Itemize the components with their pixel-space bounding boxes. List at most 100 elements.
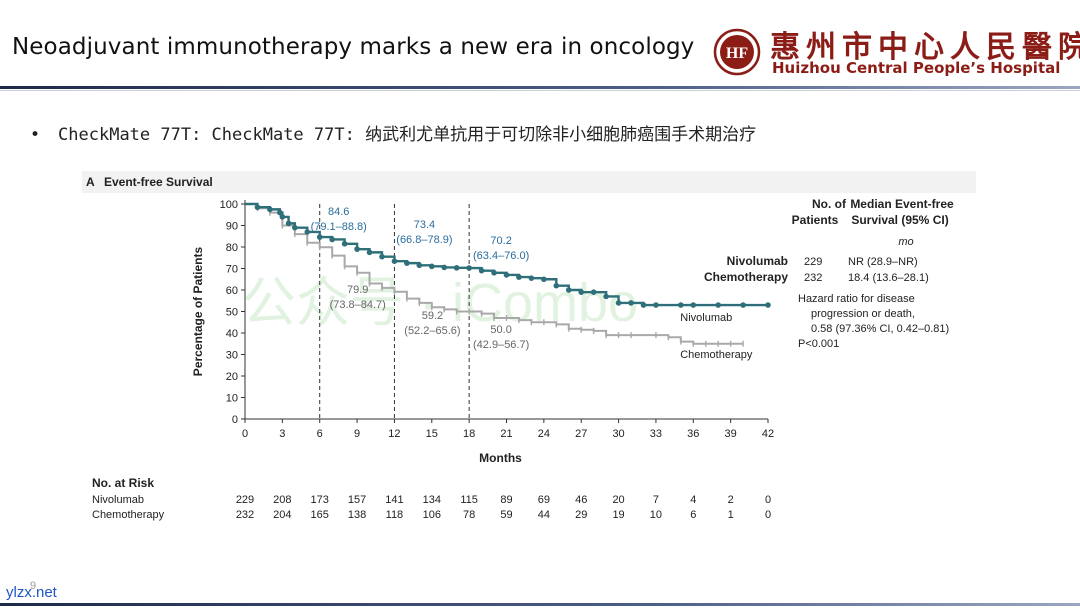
censor-mark — [516, 274, 522, 280]
at-risk-value: 232 — [236, 509, 254, 521]
table-row-n: 232 — [804, 272, 822, 284]
x-tick-label: 6 — [317, 428, 323, 440]
at-risk-value: 29 — [575, 509, 587, 521]
table-header-no-line2: Patients — [792, 213, 839, 227]
censor-mark — [578, 289, 585, 295]
at-risk-value: 10 — [650, 509, 662, 521]
x-tick-label: 0 — [242, 428, 248, 440]
annotation-chemotherapy-value: 59.2 — [422, 310, 443, 322]
y-axis-label: Percentage of Patients — [191, 246, 205, 376]
annotation-nivolumab-ci: (63.4–76.0) — [473, 250, 529, 262]
x-tick-label: 27 — [575, 428, 587, 440]
censor-mark — [304, 229, 311, 235]
at-risk-value: 141 — [385, 494, 403, 506]
chart-title: Event-free Survival — [104, 175, 213, 189]
x-tick-label: 15 — [426, 428, 438, 440]
at-risk-value: 118 — [386, 509, 404, 521]
table-row-n: 229 — [804, 256, 822, 268]
hospital-name-english: Huizhou Central People’s Hospital — [772, 59, 1061, 77]
y-tick-label: 70 — [226, 264, 238, 276]
x-tick-label: 42 — [762, 428, 774, 440]
censor-mark — [715, 302, 721, 308]
censor-mark — [478, 267, 485, 274]
table-row-group: Nivolumab — [727, 254, 788, 268]
annotation-chemotherapy-ci: (73.8–84.7) — [330, 299, 386, 311]
censor-mark — [628, 300, 634, 306]
censor-mark — [341, 240, 348, 247]
annotation-nivolumab-value: 84.6 — [328, 206, 349, 218]
table-unit: mo — [898, 236, 913, 248]
at-risk-value: 59 — [500, 509, 512, 521]
table-header-median-line2: Survival (95% CI) — [851, 213, 948, 227]
hazard-ratio-line: P<0.001 — [798, 338, 839, 350]
header-divider-thin — [0, 90, 1080, 91]
hazard-ratio-line: 0.58 (97.36% CI, 0.42–0.81) — [811, 323, 949, 335]
censor-mark — [590, 289, 597, 295]
censor-mark — [379, 253, 385, 260]
x-axis-label: Months — [479, 451, 522, 465]
at-risk-value: 1 — [728, 509, 734, 521]
y-tick-label: 20 — [226, 371, 238, 383]
x-tick-label: 30 — [612, 428, 624, 440]
x-tick-label: 33 — [650, 428, 662, 440]
at-risk-value: 115 — [460, 494, 478, 506]
image-watermark: 公众号 · iCombo — [242, 273, 638, 333]
at-risk-value: 134 — [423, 494, 441, 506]
censor-mark — [491, 270, 497, 276]
annotation-chemotherapy-value: 79.9 — [347, 284, 368, 296]
at-risk-value: 7 — [653, 494, 659, 506]
y-tick-label: 10 — [226, 393, 238, 405]
at-risk-value: 20 — [612, 494, 624, 506]
table-row-median: NR (28.9–NR) — [848, 256, 918, 268]
page-number: 9 — [30, 580, 37, 592]
at-risk-value: 6 — [690, 509, 696, 521]
table-row-median: 18.4 (13.6–28.1) — [848, 272, 929, 284]
annotation-nivolumab-value: 73.4 — [414, 219, 435, 231]
annotation-nivolumab-value: 70.2 — [490, 235, 511, 247]
at-risk-value: 157 — [348, 494, 366, 506]
x-tick-label: 39 — [725, 428, 737, 440]
censor-mark — [404, 260, 410, 266]
censor-mark — [428, 263, 435, 270]
at-risk-value: 106 — [423, 509, 441, 521]
x-tick-label: 9 — [354, 428, 360, 440]
censor-mark — [553, 282, 560, 289]
annotation-nivolumab-ci: (79.1–88.8) — [311, 221, 367, 233]
hospital-logo-icon: HF — [713, 28, 761, 76]
censor-mark — [603, 293, 609, 300]
bullet-point: • CheckMate 77T: CheckMate 77T: 纳武利尤单抗用于可… — [30, 120, 756, 145]
censor-mark — [640, 302, 647, 308]
at-risk-value: 208 — [273, 494, 291, 506]
censor-mark — [316, 234, 323, 240]
censor-mark — [453, 265, 460, 271]
x-tick-label: 18 — [463, 428, 475, 440]
at-risk-row-label: Nivolumab — [92, 494, 144, 506]
censor-mark — [267, 206, 273, 213]
site-watermark: ylzx.net — [6, 584, 57, 601]
censor-mark — [366, 249, 373, 256]
figure-header-band — [82, 171, 976, 193]
at-risk-value: 4 — [690, 494, 696, 506]
annotation-chemotherapy-ci: (42.9–56.7) — [473, 339, 529, 351]
x-tick-label: 21 — [500, 428, 512, 440]
at-risk-value: 44 — [538, 509, 550, 521]
censor-mark — [528, 275, 535, 281]
x-tick-label: 36 — [687, 428, 699, 440]
at-risk-value: 204 — [273, 509, 291, 521]
y-tick-label: 50 — [226, 307, 238, 319]
censor-mark — [416, 262, 423, 269]
table-header-median-line1: Median Event-free — [850, 197, 954, 211]
annotation-chemotherapy-value: 50.0 — [490, 324, 511, 336]
censor-mark — [391, 258, 398, 264]
censor-mark — [354, 246, 360, 252]
panel-label: A — [86, 175, 95, 189]
x-tick-label: 24 — [538, 428, 550, 440]
censor-mark — [254, 204, 261, 211]
censor-mark — [678, 302, 684, 308]
annotation-chemotherapy-ci: (52.2–65.6) — [404, 325, 460, 337]
y-tick-label: 0 — [232, 414, 238, 426]
curve-label-chemotherapy: Chemotherapy — [680, 349, 753, 361]
slide-title: Neoadjuvant immunotherapy marks a new er… — [12, 34, 695, 60]
censor-mark — [292, 224, 298, 231]
